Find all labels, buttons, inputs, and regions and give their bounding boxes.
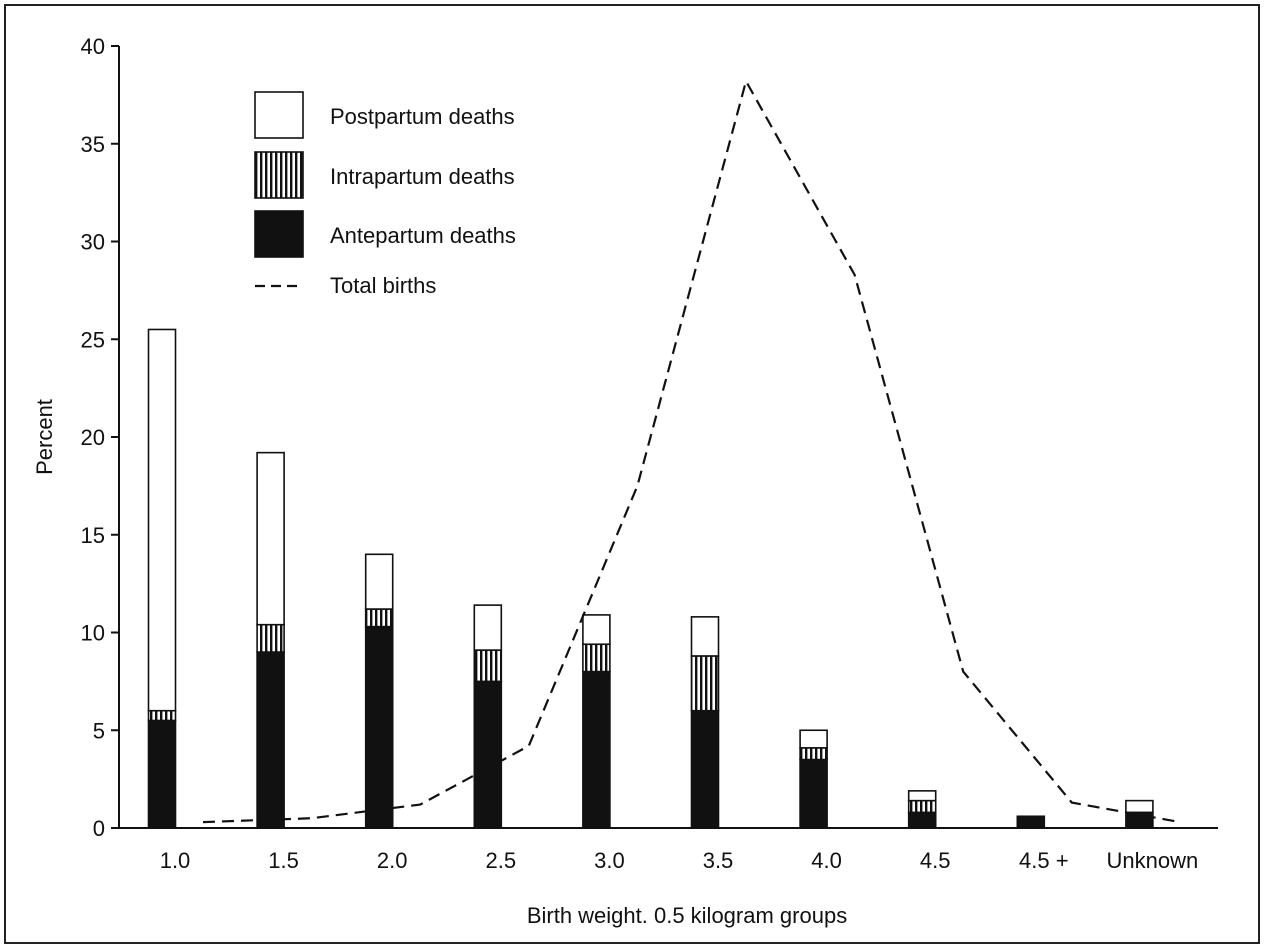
bar-solid-black-6 — [799, 758, 828, 829]
legend-swatch-vertical-hatch — [254, 151, 304, 199]
bar-solid-black-5 — [690, 709, 720, 829]
bar-solid-black-9 — [1125, 811, 1154, 829]
bar-solid-black-3 — [473, 680, 503, 829]
total-births-line-group — [202, 78, 1181, 824]
bar-solid-black-8 — [1016, 815, 1046, 829]
y-tick-label: 0 — [93, 816, 105, 841]
bar-white-4 — [582, 614, 611, 646]
y-tick-label: 40 — [81, 34, 105, 59]
y-tick-label: 5 — [93, 718, 105, 743]
y-axis-title: Percent — [32, 399, 57, 475]
bar-vertical-hatch-3 — [473, 649, 503, 683]
x-tick-label: 3.0 — [594, 848, 625, 873]
bar-vertical-hatch-4 — [582, 643, 611, 673]
y-tick-label: 25 — [81, 327, 105, 352]
figure-frame — [4, 4, 1260, 944]
y-tick-label: 35 — [81, 132, 105, 157]
legend-label-1: Intrapartum deaths — [330, 164, 515, 189]
y-tick-label: 15 — [81, 523, 105, 548]
bar-vertical-hatch-6 — [799, 747, 828, 761]
x-tick-label: 2.5 — [486, 848, 517, 873]
x-tick-label: 4.5 — [920, 848, 951, 873]
bar-solid-black-7 — [907, 811, 937, 829]
legend-label-0: Postpartum deaths — [330, 104, 515, 129]
legend-swatch-solid-black — [254, 210, 304, 258]
bar-white-5 — [690, 616, 720, 657]
bar-vertical-hatch-7 — [907, 799, 937, 814]
bar-solid-black-1 — [256, 651, 285, 829]
x-tick-label: Unknown — [1107, 848, 1199, 873]
bar-white-1 — [256, 451, 285, 626]
total-births-line — [202, 78, 1181, 824]
bar-solid-black-0 — [147, 719, 177, 829]
bar-solid-black-4 — [582, 670, 611, 829]
axes: 0 5 10 15 20 25 30 35 40 1.0 1.5 2.0 2.5 3.0 3.5 4.0 4.5… — [81, 34, 1218, 873]
legend-label-2: Antepartum deaths — [330, 223, 516, 248]
x-tick-label: 1.5 — [268, 848, 299, 873]
bar-white-3 — [473, 604, 503, 651]
x-tick-label: 2.0 — [377, 848, 408, 873]
bar-white-6 — [799, 729, 828, 749]
bar-white-2 — [364, 553, 394, 610]
legend-swatch-white — [254, 91, 304, 139]
legend-label-total-births: Total births — [330, 273, 436, 298]
x-tick-label: 3.5 — [703, 848, 734, 873]
bar-white-0 — [147, 328, 177, 712]
x-tick-label: 4.5 + — [1019, 848, 1069, 873]
bar-white-7 — [907, 790, 937, 802]
axis-labels: Birth weight. 0.5 kilogram groups Percent — [32, 399, 847, 928]
bar-vertical-hatch-1 — [256, 623, 285, 653]
bar-solid-black-2 — [364, 625, 394, 829]
bars — [147, 328, 1154, 829]
x-tick-label: 4.0 — [811, 848, 842, 873]
legend: Postpartum deaths Intrapartum deaths Antep… — [254, 91, 516, 298]
y-tick-label: 10 — [81, 621, 105, 646]
bar-vertical-hatch-5 — [690, 655, 720, 712]
x-tick-label: 1.0 — [160, 848, 191, 873]
x-axis-title: Birth weight. 0.5 kilogram groups — [527, 903, 847, 928]
bar-vertical-hatch-2 — [364, 608, 394, 628]
y-tick-label: 30 — [81, 230, 105, 255]
y-tick-label: 20 — [81, 425, 105, 450]
bar-white-9 — [1125, 799, 1154, 814]
bar-vertical-hatch-0 — [147, 709, 177, 722]
